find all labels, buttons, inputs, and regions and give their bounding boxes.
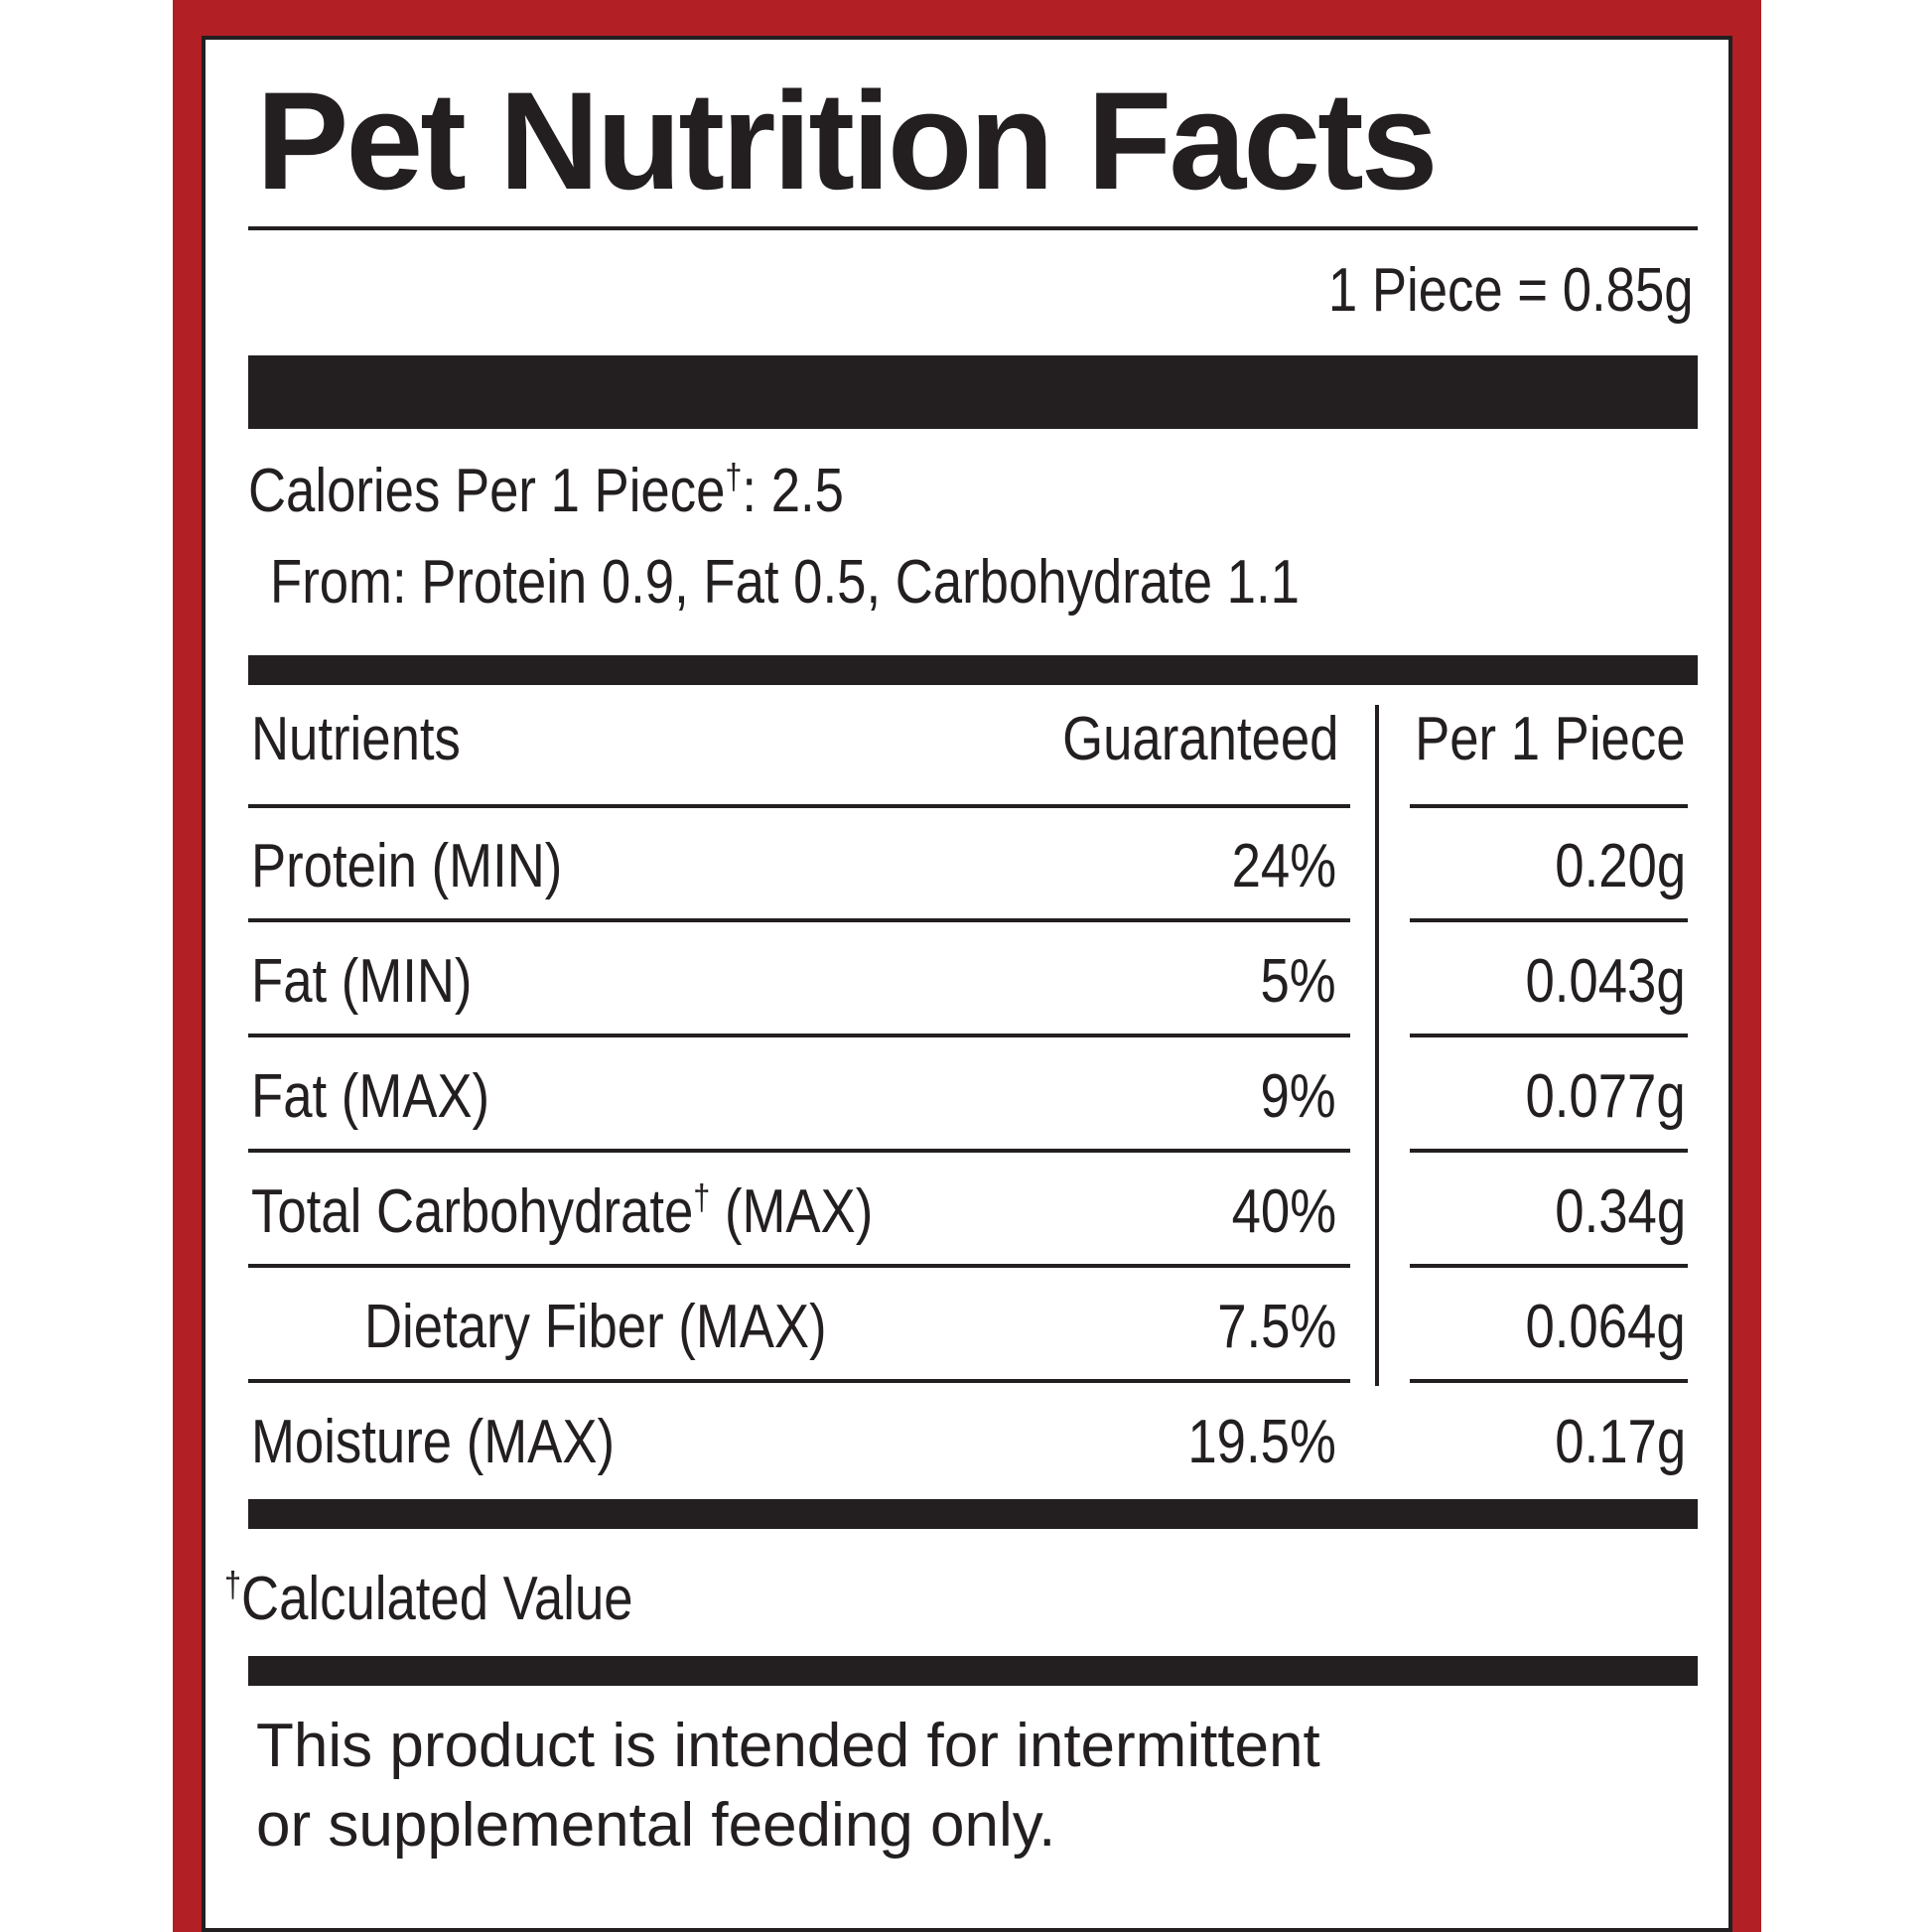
thick-bar-middle xyxy=(248,655,1698,685)
row-rule-left xyxy=(248,1149,1350,1153)
thick-bar-lower xyxy=(248,1499,1698,1529)
nutrient-name: Moisture (MAX) xyxy=(251,1408,616,1476)
row-rule-right xyxy=(1410,1379,1688,1383)
thick-bar-top xyxy=(248,355,1698,429)
nutrient-name: Dietary Fiber (MAX) xyxy=(364,1293,827,1361)
title-rule xyxy=(248,226,1698,230)
footnote-text: Calculated Value xyxy=(241,1565,633,1633)
nutrient-per-piece: 0.34g xyxy=(1555,1177,1686,1246)
row-rule-left xyxy=(248,1379,1350,1383)
dagger-mark: † xyxy=(725,456,743,496)
label-panel xyxy=(202,36,1732,1932)
disclaimer-line-1: This product is intended for intermitten… xyxy=(256,1712,1320,1780)
dagger-mark: † xyxy=(224,1564,242,1604)
header-guaranteed: Guaranteed xyxy=(1061,705,1338,773)
nutrient-per-piece: 0.20g xyxy=(1555,832,1686,900)
calories-line: Calories Per 1 Piece†: 2.5 xyxy=(248,457,844,526)
calories-from: From: Protein 0.9, Fat 0.5, Carbohydrate… xyxy=(270,548,1300,617)
row-rule-right xyxy=(1410,804,1688,808)
label-title: Pet Nutrition Facts xyxy=(256,63,1439,218)
nutrient-guaranteed: 19.5% xyxy=(1187,1408,1336,1476)
nutrient-per-piece: 0.064g xyxy=(1525,1293,1686,1361)
nutrient-name-base: Total Carbohydrate xyxy=(251,1177,694,1246)
row-rule-right xyxy=(1410,1034,1688,1037)
dagger-mark: † xyxy=(693,1176,711,1217)
nutrient-per-piece: 0.17g xyxy=(1555,1408,1686,1476)
nutrient-name: Total Carbohydrate† (MAX) xyxy=(251,1177,873,1247)
row-rule-left xyxy=(248,1264,1350,1268)
header-per-piece: Per 1 Piece xyxy=(1415,705,1686,773)
calories-label: Calories Per 1 Piece xyxy=(248,457,726,525)
nutrient-per-piece: 0.077g xyxy=(1525,1062,1686,1131)
footnote: †Calculated Value xyxy=(224,1565,633,1634)
column-divider xyxy=(1375,705,1379,1386)
nutrient-per-piece: 0.043g xyxy=(1525,947,1686,1016)
nutrient-guaranteed: 9% xyxy=(1260,1062,1336,1131)
nutrient-name: Fat (MAX) xyxy=(251,1062,490,1131)
row-rule-right xyxy=(1410,918,1688,922)
calories-value: : 2.5 xyxy=(742,457,844,525)
row-rule-left xyxy=(248,918,1350,922)
row-rule-left xyxy=(248,1034,1350,1037)
thick-bar-bottom xyxy=(248,1656,1698,1686)
nutrient-name-suffix: (MAX) xyxy=(710,1177,874,1246)
row-rule-right xyxy=(1410,1264,1688,1268)
nutrient-guaranteed: 5% xyxy=(1260,947,1336,1016)
nutrient-name: Protein (MIN) xyxy=(251,832,563,900)
disclaimer-line-2: or supplemental feeding only. xyxy=(256,1791,1056,1860)
nutrient-guaranteed: 7.5% xyxy=(1216,1293,1336,1361)
header-nutrients: Nutrients xyxy=(251,705,461,773)
nutrient-guaranteed: 24% xyxy=(1231,832,1336,900)
row-rule-right xyxy=(1410,1149,1688,1153)
row-rule-left xyxy=(248,804,1350,808)
nutrient-guaranteed: 40% xyxy=(1231,1177,1336,1246)
serving-size: 1 Piece = 0.85g xyxy=(1328,256,1694,325)
nutrient-name: Fat (MIN) xyxy=(251,947,473,1016)
